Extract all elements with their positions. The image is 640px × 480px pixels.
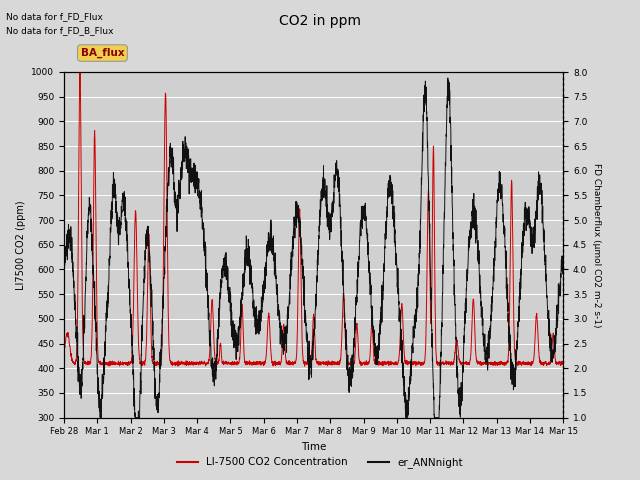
X-axis label: Time: Time <box>301 442 326 452</box>
Y-axis label: LI7500 CO2 (ppm): LI7500 CO2 (ppm) <box>16 200 26 289</box>
Y-axis label: FD Chamberflux (μmol CO2 m-2 s-1): FD Chamberflux (μmol CO2 m-2 s-1) <box>592 163 601 327</box>
Text: CO2 in ppm: CO2 in ppm <box>279 14 361 28</box>
Legend: LI-7500 CO2 Concentration, er_ANNnight: LI-7500 CO2 Concentration, er_ANNnight <box>173 453 467 472</box>
Text: BA_flux: BA_flux <box>81 48 124 58</box>
Text: No data for f_FD_B_Flux: No data for f_FD_B_Flux <box>6 26 114 36</box>
Text: No data for f_FD_Flux: No data for f_FD_Flux <box>6 12 103 21</box>
